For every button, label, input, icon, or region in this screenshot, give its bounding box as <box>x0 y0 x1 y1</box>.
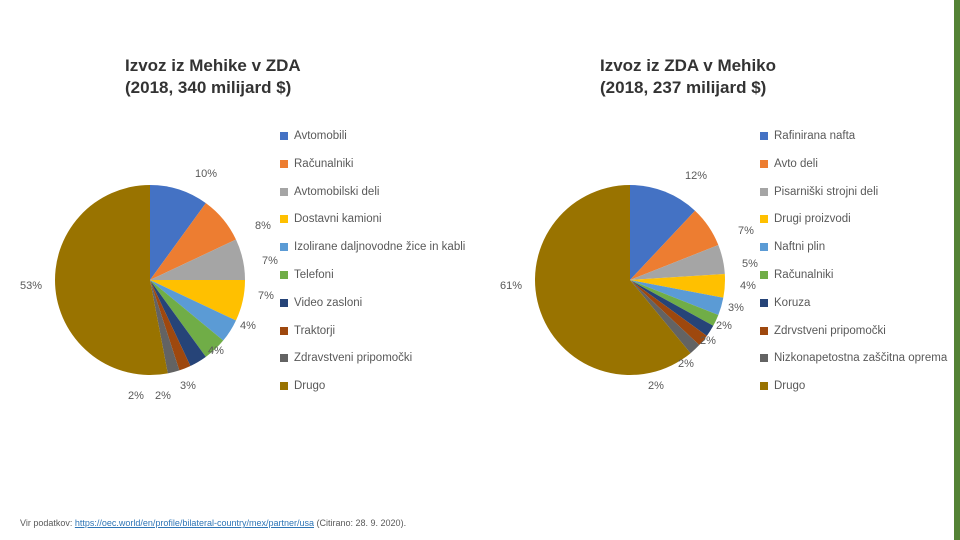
pie-label-left-5: 4% <box>208 345 224 357</box>
accent-bar <box>954 0 960 540</box>
pie-label-right-4: 3% <box>728 302 744 314</box>
pie-label-left-7: 2% <box>155 390 171 402</box>
legend-swatch <box>280 215 288 223</box>
legend-label: Rafinirana nafta <box>774 130 855 144</box>
legend-item-left-3: Dostavni kamioni <box>280 213 470 227</box>
legend-label: Traktorji <box>294 325 335 339</box>
legend-item-right-2: Pisarniški strojni deli <box>760 186 950 200</box>
pie-chart-left: 10%8%7%7%4%4%3%2%2%53% <box>50 180 250 380</box>
source-citation: Vir podatkov: https://oec.world/en/profi… <box>20 518 406 528</box>
pie-label-left-8: 2% <box>128 390 144 402</box>
legend-label: Avtomobilski deli <box>294 186 379 200</box>
legend-swatch <box>280 299 288 307</box>
pie-label-right-9: 61% <box>500 280 522 292</box>
title-left: Izvoz iz Mehike v ZDA(2018, 340 milijard… <box>125 55 301 99</box>
pie-label-left-1: 8% <box>255 220 271 232</box>
legend-swatch <box>280 327 288 335</box>
legend-label: Drugi proizvodi <box>774 213 851 227</box>
source-prefix: Vir podatkov: <box>20 518 75 528</box>
legend-item-right-5: Računalniki <box>760 269 950 283</box>
legend-item-right-8: Nizkonapetostna zaščitna oprema <box>760 352 950 366</box>
legend-item-right-4: Naftni plin <box>760 241 950 255</box>
pie-label-right-6: 2% <box>700 335 716 347</box>
legend-item-left-8: Zdravstveni pripomočki <box>280 352 470 366</box>
source-link[interactable]: https://oec.world/en/profile/bilateral-c… <box>75 518 314 528</box>
legend-item-left-6: Video zasloni <box>280 297 470 311</box>
pie-label-right-8: 2% <box>648 380 664 392</box>
legend-item-right-3: Drugi proizvodi <box>760 213 950 227</box>
legend-label: Računalniki <box>774 269 833 283</box>
legend-label: Zdrvstveni pripomočki <box>774 325 886 339</box>
pie-label-right-3: 4% <box>740 280 756 292</box>
legend-label: Dostavni kamioni <box>294 213 382 227</box>
legend-swatch <box>760 188 768 196</box>
legend-swatch <box>760 215 768 223</box>
legend-item-left-4: Izolirane daljnovodne žice in kabli <box>280 241 470 255</box>
pie-label-right-0: 12% <box>685 170 707 182</box>
legend-right: Rafinirana nafta Avto deli Pisarniški stro… <box>760 130 950 408</box>
legend-swatch <box>760 382 768 390</box>
legend-item-left-9: Drugo <box>280 380 470 394</box>
legend-item-right-7: Zdrvstveni pripomočki <box>760 325 950 339</box>
legend-item-left-2: Avtomobilski deli <box>280 186 470 200</box>
title-right: Izvoz iz ZDA v Mehiko(2018, 237 milijard… <box>600 55 776 99</box>
legend-item-left-5: Telefoni <box>280 269 470 283</box>
legend-label: Video zasloni <box>294 297 362 311</box>
legend-item-right-6: Koruza <box>760 297 950 311</box>
legend-swatch <box>280 382 288 390</box>
legend-swatch <box>760 299 768 307</box>
legend-swatch <box>760 327 768 335</box>
pie-label-left-9: 53% <box>20 280 42 292</box>
legend-label: Koruza <box>774 297 810 311</box>
legend-swatch <box>280 188 288 196</box>
legend-item-left-0: Avtomobili <box>280 130 470 144</box>
pie-label-left-0: 10% <box>195 168 217 180</box>
pie-label-left-6: 3% <box>180 380 196 392</box>
legend-swatch <box>280 271 288 279</box>
legend-swatch <box>280 243 288 251</box>
legend-label: Zdravstveni pripomočki <box>294 352 412 366</box>
legend-label: Avtomobili <box>294 130 347 144</box>
pie-label-left-3: 7% <box>258 290 274 302</box>
legend-swatch <box>280 132 288 140</box>
legend-swatch <box>280 160 288 168</box>
legend-swatch <box>760 132 768 140</box>
legend-label: Naftni plin <box>774 241 825 255</box>
legend-label: Avto deli <box>774 158 818 172</box>
legend-swatch <box>760 243 768 251</box>
source-suffix: (Citirano: 28. 9. 2020). <box>317 518 407 528</box>
legend-label: Pisarniški strojni deli <box>774 186 878 200</box>
pie-chart-right: 12%7%5%4%3%2%2%2%2%61% <box>530 180 730 380</box>
legend-label: Nizkonapetostna zaščitna oprema <box>774 352 947 366</box>
legend-label: Računalniki <box>294 158 353 172</box>
legend-item-left-7: Traktorji <box>280 325 470 339</box>
legend-item-right-1: Avto deli <box>760 158 950 172</box>
legend-item-right-9: Drugo <box>760 380 950 394</box>
pie-label-right-7: 2% <box>678 358 694 370</box>
legend-swatch <box>280 354 288 362</box>
legend-item-right-0: Rafinirana nafta <box>760 130 950 144</box>
legend-label: Izolirane daljnovodne žice in kabli <box>294 241 465 255</box>
legend-swatch <box>760 271 768 279</box>
legend-label: Drugo <box>774 380 805 394</box>
pie-label-left-4: 4% <box>240 320 256 332</box>
legend-left: Avtomobili Računalniki Avtomobilski deli Do… <box>280 130 470 408</box>
pie-label-right-5: 2% <box>716 320 732 332</box>
pie-label-right-1: 7% <box>738 225 754 237</box>
legend-swatch <box>760 160 768 168</box>
legend-label: Telefoni <box>294 269 334 283</box>
pie-label-left-2: 7% <box>262 255 278 267</box>
legend-item-left-1: Računalniki <box>280 158 470 172</box>
legend-swatch <box>760 354 768 362</box>
pie-label-right-2: 5% <box>742 258 758 270</box>
legend-label: Drugo <box>294 380 325 394</box>
